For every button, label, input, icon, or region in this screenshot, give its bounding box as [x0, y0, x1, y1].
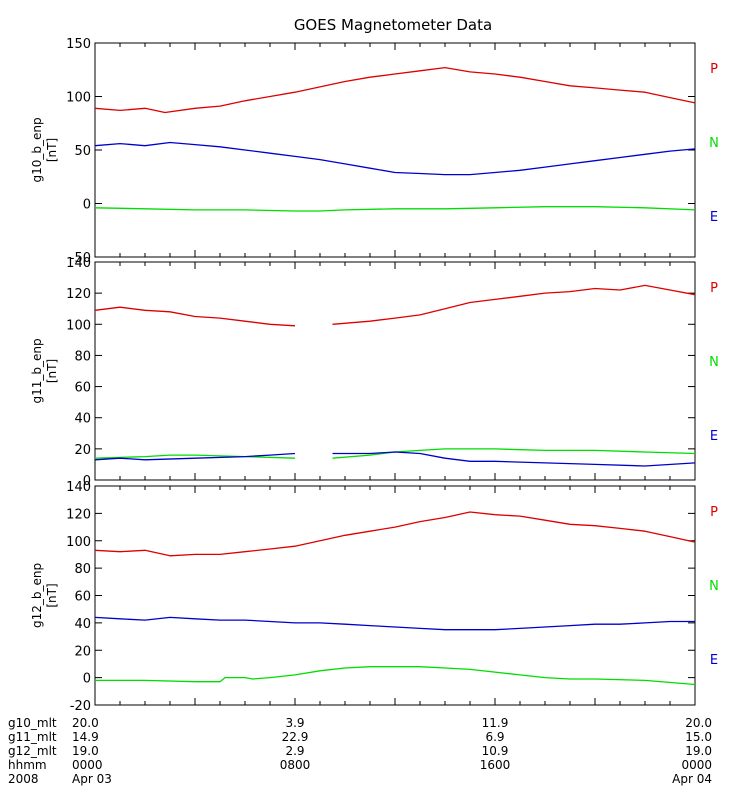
- series-line-e: [94, 616, 695, 631]
- row-value: 3.9: [285, 716, 304, 730]
- row-value: 19.0: [685, 744, 712, 758]
- y-tick-label: 120: [66, 287, 91, 302]
- row-value: 11.9: [482, 716, 509, 730]
- y-axis-label: g10_b_enp: [30, 117, 44, 182]
- y-tick-label: 40: [74, 412, 91, 427]
- legend-label-e: E: [710, 429, 718, 444]
- row-value: 15.0: [685, 730, 712, 744]
- series-line-p: [94, 284, 696, 327]
- y-tick-label: 80: [74, 349, 91, 364]
- series-line-n: [95, 666, 696, 686]
- time-table-row: g10_mlt 20.0 3.9 11.9 20.0: [8, 716, 712, 730]
- panel-3: -20 0 20 40 60 80 100 120 140 g12_b_enp [nT] P N E: [30, 480, 719, 714]
- legend-label-e: E: [710, 210, 718, 225]
- y-tick-label: 60: [74, 590, 91, 605]
- y-tick-label: 100: [66, 318, 91, 333]
- row-value: 2.9: [285, 744, 304, 758]
- row-label: g10_mlt: [8, 716, 57, 730]
- y-tick-label: 20: [74, 443, 91, 458]
- y-axis-unit: [nT]: [45, 359, 59, 383]
- series-line-n: [94, 206, 696, 212]
- legend-label-e: E: [710, 653, 718, 668]
- row-value: 14.9: [72, 730, 99, 744]
- row-value: 0000: [72, 758, 103, 772]
- y-tick-label: 50: [74, 144, 91, 159]
- panel-frame: [94, 42, 696, 258]
- legend-label-p: P: [710, 505, 718, 520]
- row-label: g11_mlt: [8, 730, 57, 744]
- panel-frame: [94, 485, 696, 706]
- panel-1: -50 0 50 100 150 g10_b_enp [nT] P N E: [30, 37, 719, 266]
- legend-label-p: P: [710, 62, 718, 77]
- series-line-e: [94, 141, 696, 176]
- row-label: 2008: [8, 772, 39, 786]
- time-table-row: hhmm 0000 0800 1600 0000: [8, 758, 712, 772]
- y-axis-unit: [nT]: [45, 583, 59, 607]
- row-value: 0000: [681, 758, 712, 772]
- y-tick-label: 100: [66, 91, 91, 106]
- row-label: hhmm: [8, 758, 47, 772]
- row-value: 22.9: [282, 730, 309, 744]
- time-table-row: g11_mlt 14.9 22.9 6.9 15.0: [8, 730, 712, 744]
- row-value: 19.0: [72, 744, 99, 758]
- y-tick-label: 140: [66, 480, 91, 495]
- y-tick-label: 140: [66, 256, 91, 271]
- time-table-row: g12_mlt 19.0 2.9 10.9 19.0: [8, 744, 712, 758]
- legend-label-n: N: [709, 355, 719, 370]
- series-line-e: [94, 451, 696, 467]
- legend-label-p: P: [710, 281, 718, 296]
- y-tick-label: 0: [83, 672, 91, 687]
- row-value: 0800: [280, 758, 311, 772]
- series-line-n: [94, 448, 696, 459]
- row-label: g12_mlt: [8, 744, 57, 758]
- y-tick-label: 20: [74, 644, 91, 659]
- y-tick-label: 120: [66, 507, 91, 522]
- y-tick-label: -20: [70, 699, 91, 714]
- chart-title: GOES Magnetometer Data: [294, 16, 492, 34]
- time-table-row: 2008 Apr 03 Apr 04: [8, 772, 712, 786]
- y-tick-label: 80: [74, 562, 91, 577]
- y-tick-label: 150: [66, 37, 91, 52]
- y-axis-label: g12_b_enp: [30, 563, 44, 628]
- row-value: 20.0: [72, 716, 99, 730]
- row-value: 6.9: [485, 730, 504, 744]
- row-value: Apr 03: [72, 772, 112, 786]
- series-line-p: [94, 511, 696, 557]
- row-value: 1600: [480, 758, 511, 772]
- y-tick-label: 40: [74, 617, 91, 632]
- y-tick-label: 100: [66, 535, 91, 550]
- row-value: Apr 04: [672, 772, 712, 786]
- time-table: g10_mlt 20.0 3.9 11.9 20.0 g11_mlt 14.9 22.9 6.9…: [8, 716, 712, 786]
- y-tick-label: 0: [83, 198, 91, 213]
- panel-2: 0 20 40 60 80 100 120 140 g11_b_enp [nT] P N E: [30, 256, 719, 489]
- legend-label-n: N: [709, 579, 719, 594]
- y-tick-label: 0: [83, 474, 91, 489]
- y-tick-label: -50: [70, 251, 91, 266]
- row-value: 10.9: [482, 744, 509, 758]
- y-tick-label: 60: [74, 381, 91, 396]
- y-axis-label: g11_b_enp: [30, 338, 44, 403]
- panel-frame: [94, 261, 696, 481]
- row-value: 20.0: [685, 716, 712, 730]
- y-axis-unit: [nT]: [45, 138, 59, 162]
- series-line-p: [94, 66, 696, 114]
- legend-label-n: N: [709, 136, 719, 151]
